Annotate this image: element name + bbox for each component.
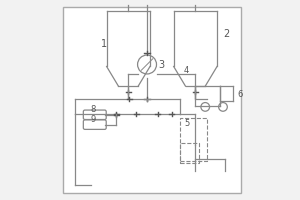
Text: 2: 2 <box>223 29 229 39</box>
Text: 4: 4 <box>184 66 189 75</box>
Bar <box>180 118 207 161</box>
Bar <box>180 143 199 163</box>
Text: 1: 1 <box>101 39 107 49</box>
Text: 6: 6 <box>238 90 243 99</box>
FancyBboxPatch shape <box>83 120 106 129</box>
FancyBboxPatch shape <box>63 7 241 193</box>
Text: 3: 3 <box>158 60 164 70</box>
Text: 8: 8 <box>91 105 96 114</box>
Text: 5: 5 <box>184 119 189 128</box>
Text: 9: 9 <box>91 115 96 124</box>
FancyBboxPatch shape <box>83 110 106 120</box>
